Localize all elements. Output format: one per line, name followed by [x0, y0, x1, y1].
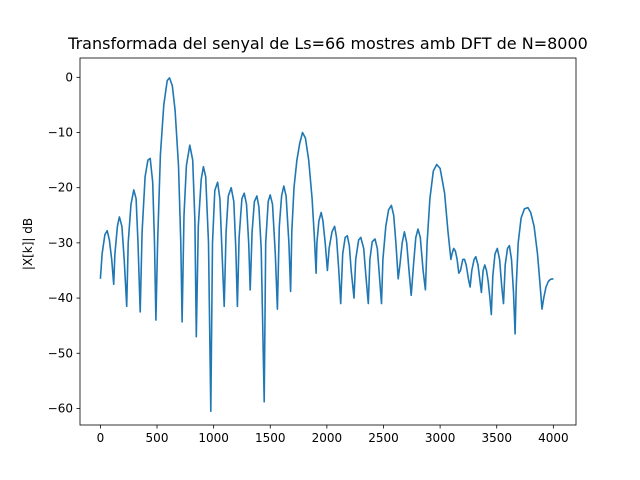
chart-title: Transformada del senyal de Ls=66 mostres… — [67, 34, 588, 53]
plot-frame — [79, 57, 577, 426]
x-tick-label: 2500 — [368, 431, 399, 445]
x-tick-label: 1500 — [255, 431, 286, 445]
x-tick-label: 1000 — [198, 431, 229, 445]
x-tick-label: 2000 — [312, 431, 343, 445]
x-tick-label: 4000 — [538, 431, 569, 445]
plot-area: 0 500 1000 1500 2000 2500 3000 3500 4000 0 −10 −20 −… — [48, 57, 577, 445]
y-axis-label: |X[k]| dB — [21, 218, 35, 270]
x-tick-label: 0 — [97, 431, 105, 445]
x-tick-label: 500 — [146, 431, 169, 445]
x-tick-label: 3500 — [481, 431, 512, 445]
y-tick-label: 0 — [65, 70, 73, 84]
y-tick-label: −30 — [48, 236, 73, 250]
y-tick-label: −60 — [48, 401, 73, 415]
y-tick-label: −40 — [48, 291, 73, 305]
y-tick-label: −50 — [48, 346, 73, 360]
x-tick-label: 3000 — [425, 431, 456, 445]
y-tick-label: −20 — [48, 181, 73, 195]
y-tick-label: −10 — [48, 126, 73, 140]
series-line-1 — [99, 77, 554, 412]
